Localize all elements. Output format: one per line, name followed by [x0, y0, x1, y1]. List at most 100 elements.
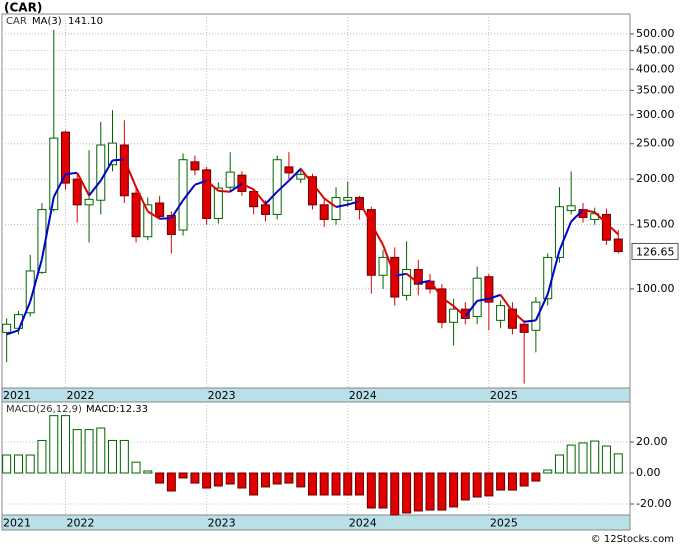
macd-bar	[390, 472, 400, 516]
macd-bar	[2, 454, 12, 474]
candle-body	[202, 169, 212, 219]
macd-bar	[190, 472, 200, 484]
ma-line	[570, 209, 584, 223]
macd-bar	[402, 472, 412, 514]
macd-bar	[484, 472, 494, 497]
macd-bar	[249, 472, 259, 496]
last-price-box	[631, 242, 679, 260]
ma-line	[229, 182, 243, 193]
macd-bar	[531, 472, 541, 482]
x-tick-label: 2021	[3, 517, 31, 530]
candle-body	[566, 205, 576, 212]
macd-bar	[496, 472, 506, 491]
ma-line	[441, 296, 455, 307]
candle-body	[331, 197, 341, 220]
candle-body	[413, 269, 423, 285]
ma-line	[405, 273, 419, 284]
candle-body	[307, 176, 317, 206]
macd-bar	[331, 472, 341, 496]
macd-bar	[14, 454, 24, 474]
ma-line	[52, 173, 67, 198]
ma-line	[17, 301, 32, 331]
ma-line	[488, 293, 501, 300]
candle-body	[225, 171, 235, 188]
macd-bar	[84, 429, 94, 474]
candle-body	[96, 144, 106, 201]
macd-bar	[96, 427, 106, 474]
ma-line	[358, 200, 373, 225]
ma-line	[605, 222, 619, 236]
candle-body	[61, 131, 71, 184]
macd-bar	[119, 439, 129, 474]
ma-line	[241, 182, 255, 191]
ma-line	[252, 188, 267, 205]
ma-line	[594, 211, 608, 225]
candle-body	[296, 173, 306, 180]
macd-bar	[578, 442, 588, 474]
macd-bar	[613, 453, 623, 474]
candle-body	[72, 178, 82, 206]
candle-body	[554, 206, 564, 258]
last-price-label: 126.65	[636, 245, 675, 258]
ma-line	[99, 159, 114, 182]
ma-line	[159, 217, 172, 220]
macd-bar	[166, 472, 176, 492]
candle-body	[272, 159, 282, 215]
x-tick-label: 2025	[490, 389, 518, 402]
candle-body	[119, 144, 129, 197]
y-tick-label: 0.00	[636, 466, 661, 479]
macd-bar	[307, 472, 317, 496]
ma-line	[135, 186, 149, 212]
ma-line	[40, 196, 55, 260]
macd-bar	[272, 472, 282, 485]
candle-body	[107, 142, 117, 166]
candle-body	[2, 323, 12, 333]
candle-body	[378, 256, 388, 276]
y-tick-label: 200.00	[636, 172, 675, 185]
ma-line	[534, 293, 549, 321]
ma-line	[511, 310, 525, 323]
macd-bar	[566, 444, 576, 474]
candle-body	[449, 308, 459, 323]
x-tick-label: 2024	[349, 389, 377, 402]
y-tick-label: 450.00	[636, 44, 675, 57]
y-tick-label: 150.00	[636, 218, 675, 231]
y-tick-label: -20.00	[636, 497, 671, 510]
y-tick-label: 20.00	[636, 435, 668, 448]
ma-line	[476, 297, 490, 302]
candle-body	[237, 174, 247, 192]
legend-value: MACD:12.33	[86, 404, 148, 415]
candle-body	[366, 209, 376, 276]
x-tick-label: 2024	[349, 517, 377, 530]
candle-body	[613, 238, 623, 252]
y-tick-label: 500.00	[636, 27, 675, 40]
ma-line	[546, 250, 561, 295]
candle-body	[190, 161, 200, 171]
macd-bar	[107, 439, 117, 474]
macd-bar	[519, 472, 529, 487]
macd-bar	[425, 472, 435, 511]
candle-body	[155, 202, 165, 217]
macd-bar	[260, 472, 270, 488]
x-tick-label: 2022	[67, 389, 95, 402]
macd-bar	[449, 472, 459, 508]
macd-bar	[25, 454, 35, 474]
ma-line	[123, 159, 137, 188]
ma-line	[65, 171, 78, 176]
macd-bar	[319, 472, 329, 496]
macd-bar	[155, 472, 165, 484]
ma-line	[499, 294, 514, 313]
macd-bar	[554, 454, 564, 474]
candle-body	[390, 256, 400, 298]
candle-body	[437, 288, 447, 323]
x-tick-label: 2023	[208, 517, 236, 530]
macd-bar	[354, 472, 364, 496]
plot-area	[1, 401, 631, 516]
ma-line	[288, 168, 302, 182]
legend-label: MACD(26,12,9)	[6, 404, 82, 415]
ma-line	[205, 179, 219, 192]
candle-body	[249, 190, 259, 208]
macd-bar	[61, 415, 71, 474]
ma-line	[382, 244, 396, 277]
